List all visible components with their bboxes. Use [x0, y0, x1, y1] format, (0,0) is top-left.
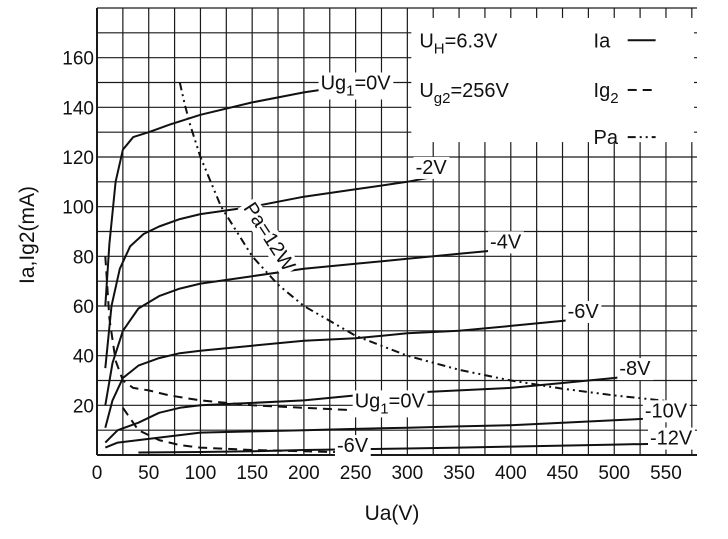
- x-tick-label: 100: [185, 463, 217, 484]
- ia-curve: [104, 247, 511, 406]
- legend-background: [411, 17, 694, 143]
- curve-label-background: [413, 156, 450, 179]
- curve-label-background: [318, 72, 394, 100]
- curve-label-text: -6V: [337, 435, 369, 457]
- ia-curve: [138, 442, 667, 454]
- curve-label: -8V: [617, 358, 654, 381]
- curve-label-text: -12V: [650, 428, 693, 450]
- ia-curve: [104, 175, 434, 369]
- curve-label-background: [648, 427, 695, 450]
- curve-label: Ug1=0V: [352, 390, 428, 418]
- ticks: 0 50 100 150 200 250 300 350 400 450 500 550 20 40 60 8…: [62, 49, 682, 484]
- curve-label: Ug1=0V: [318, 72, 394, 100]
- y-tick-label: 100: [62, 198, 94, 219]
- legend-condition: UH=6.3V: [419, 30, 498, 57]
- curve-label-background: [352, 390, 428, 418]
- legend-entry-label: Pa: [594, 127, 619, 149]
- curve-label: -12V: [648, 427, 695, 450]
- curve-label-background: [565, 300, 602, 323]
- curve-label-background: [237, 196, 301, 278]
- pa-curve: [178, 82, 667, 402]
- curve-label-text: -2V: [416, 157, 448, 179]
- ia-curve: [104, 416, 667, 449]
- legend: UH=6.3V Ug2=256V Ia Ig2 Pa: [411, 17, 694, 149]
- curve-label-text: Ug1=0V: [355, 390, 426, 417]
- curve-label-background: [617, 358, 654, 381]
- ig2-curve: [104, 256, 356, 412]
- curve-label-background: [488, 231, 524, 254]
- curve-label-background: [642, 400, 690, 423]
- y-tick-label: 80: [73, 247, 94, 268]
- x-tick-label: 50: [138, 463, 159, 484]
- legend-condition: Ug2=256V: [419, 80, 509, 107]
- x-tick-label: 250: [340, 463, 372, 484]
- x-tick-label: 400: [495, 463, 527, 484]
- curve-label: -4V: [488, 231, 524, 254]
- ig2-curve: [122, 407, 356, 454]
- y-tick-label: 60: [73, 297, 94, 318]
- y-tick-label: 120: [62, 148, 94, 169]
- y-tick-label: 40: [73, 347, 94, 368]
- x-tick-label: 550: [650, 463, 682, 484]
- legend-entry-label: Ig2: [594, 80, 619, 107]
- ia-curve: [104, 84, 354, 307]
- curve-label-text: -8V: [619, 358, 651, 380]
- ia-curve: [104, 317, 584, 428]
- x-tick-label: 300: [391, 463, 423, 484]
- curves: [104, 82, 667, 454]
- x-tick-label: 150: [236, 463, 268, 484]
- y-tick-label: 140: [62, 98, 94, 119]
- curve-label: -6V: [565, 300, 602, 323]
- curve-label-text: -4V: [490, 231, 522, 253]
- y-tick-label: 20: [73, 396, 94, 417]
- x-tick-label: 350: [443, 463, 475, 484]
- curve-label: -2V: [413, 156, 450, 179]
- x-tick-label: 450: [547, 463, 579, 484]
- y-tick-label: 160: [62, 49, 94, 70]
- curve-label-text: -6V: [568, 301, 600, 323]
- legend-entry-label: Ia: [594, 30, 612, 52]
- x-axis-label: Ua(V): [365, 502, 420, 525]
- y-axis-label: Ia,Ig2(mA): [16, 186, 39, 284]
- curve-label: -6V: [334, 435, 371, 458]
- ia-curve: [104, 374, 636, 444]
- curve-label-background: [334, 435, 371, 458]
- x-tick-label: 200: [288, 463, 320, 484]
- curve-label: -10V: [642, 400, 690, 423]
- x-tick-label: 500: [598, 463, 630, 484]
- curve-label-text: Ug1=0V: [321, 73, 392, 100]
- x-tick-label: 0: [92, 463, 103, 484]
- curve-label-text: -10V: [645, 400, 688, 422]
